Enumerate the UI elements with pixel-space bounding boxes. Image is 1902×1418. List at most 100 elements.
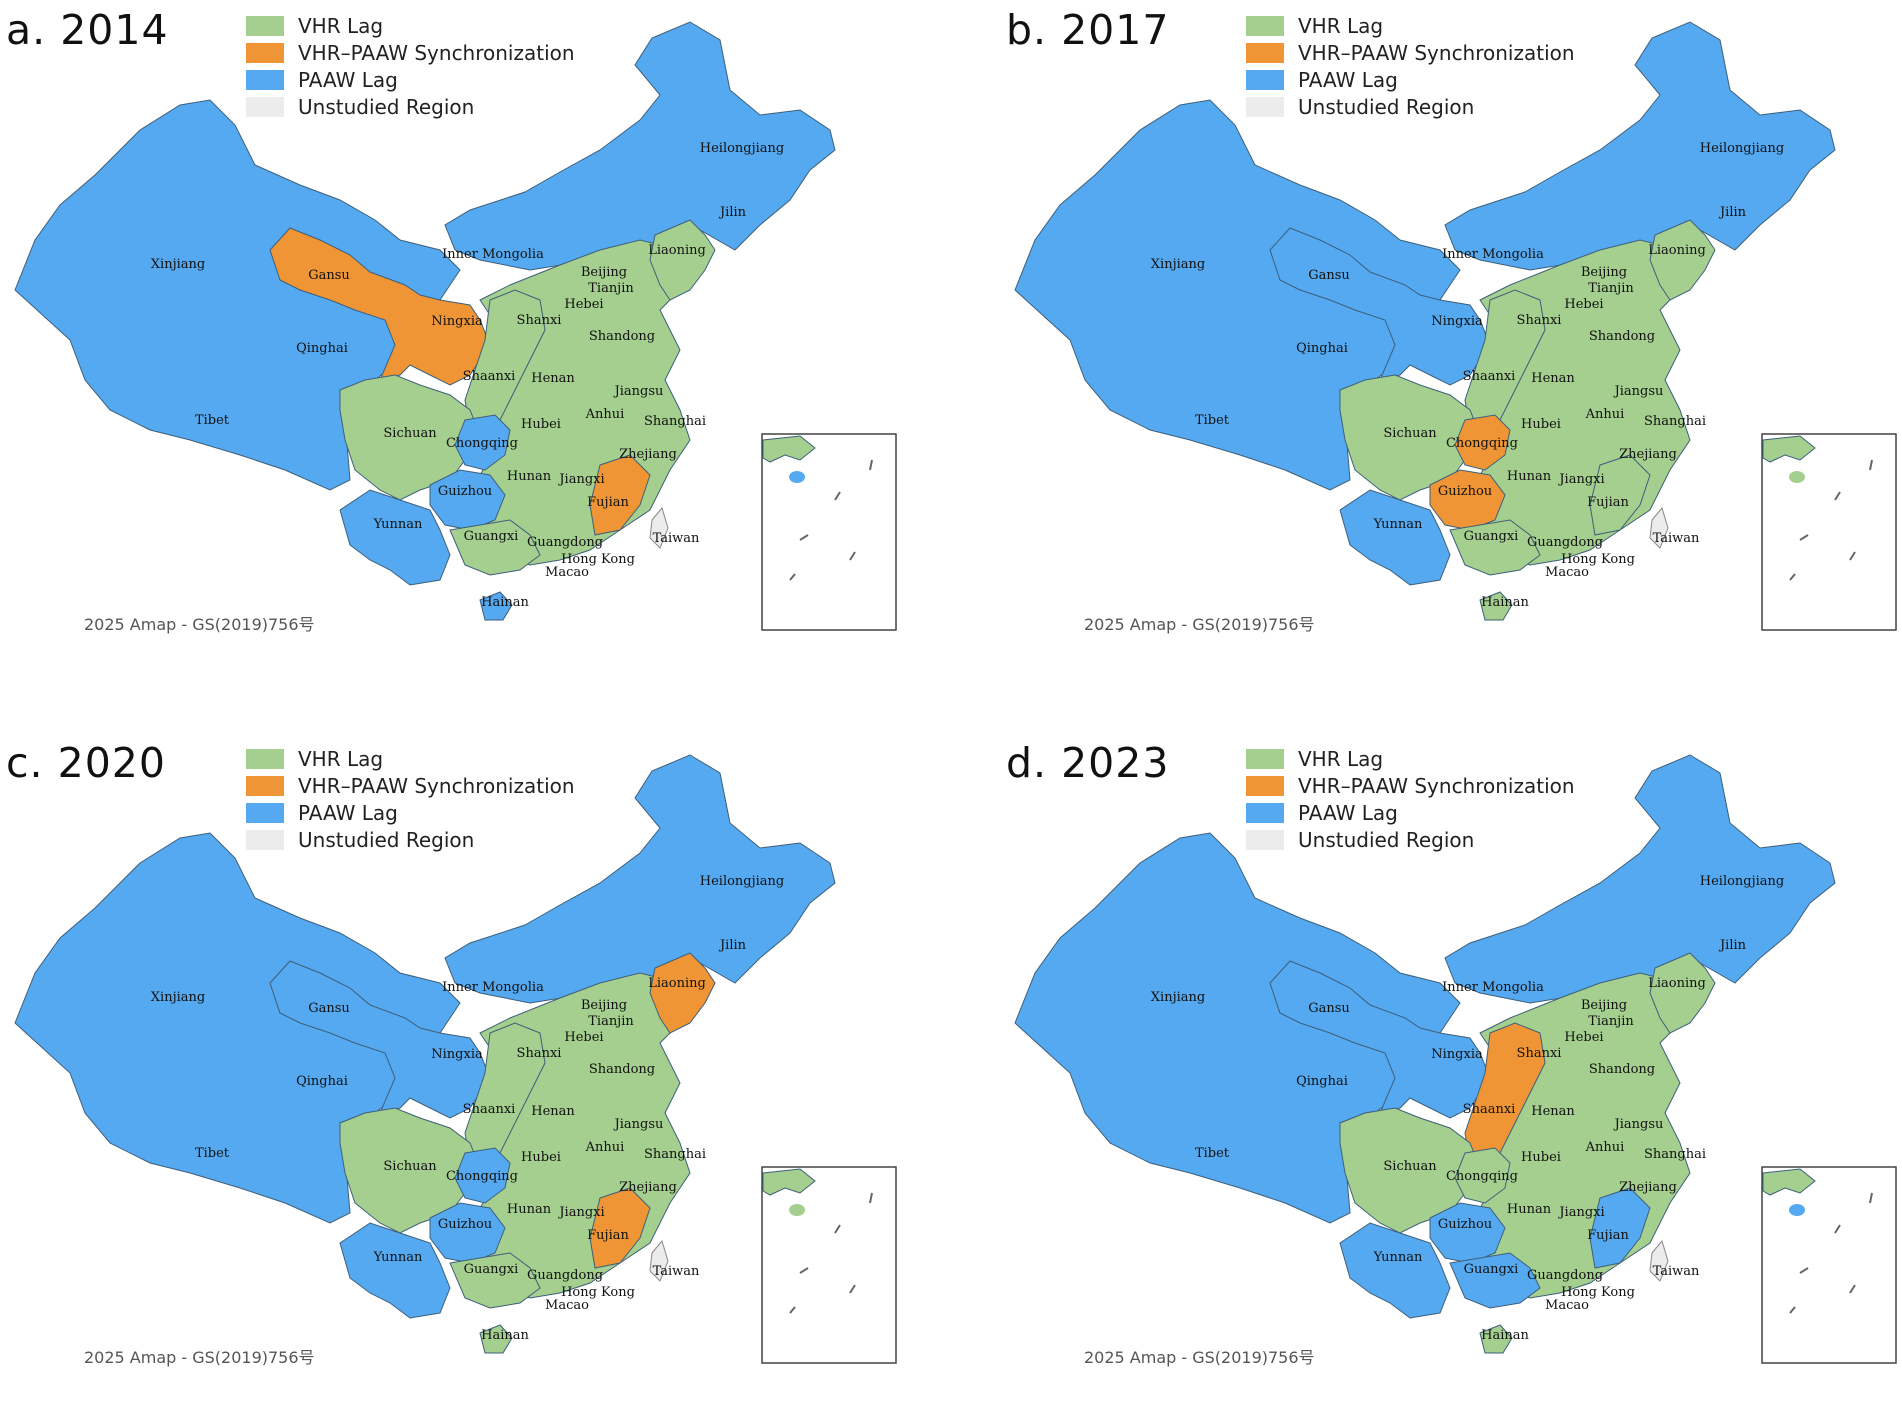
legend-label: VHR–PAAW Synchronization: [1298, 40, 1575, 65]
region-liaoning: [649, 952, 716, 1034]
province-label: Guangdong: [527, 535, 603, 550]
province-label: Ningxia: [1431, 1047, 1483, 1062]
legend: VHR Lag VHR–PAAW Synchronization PAAW Lag U…: [1246, 745, 1575, 853]
province-label: Guizhou: [438, 484, 492, 499]
province-label: Shandong: [1589, 329, 1655, 344]
province-label: Jiangsu: [613, 1117, 664, 1132]
province-label: Hong Kong: [561, 552, 635, 567]
region-liaoning: [649, 219, 716, 301]
china-map: Heilongjiang Jilin Liaoning Inner Mongolia X…: [1014, 21, 1897, 631]
region-taiwan: [1649, 506, 1669, 549]
province-label: Chongqing: [446, 1169, 518, 1184]
legend-item: VHR–PAAW Synchronization: [246, 39, 575, 66]
map-credit: 2025 Amap - GS(2019)756号: [84, 615, 315, 634]
province-label: Shanghai: [1644, 414, 1706, 429]
province-label: Hainan: [1481, 1328, 1529, 1343]
province-label: Hubei: [1521, 1150, 1561, 1165]
province-label: Shanghai: [644, 414, 706, 429]
province-label: Tibet: [1195, 413, 1230, 428]
region-fujian: [1589, 454, 1651, 536]
legend-label: VHR Lag: [1298, 746, 1384, 771]
province-label: Qinghai: [296, 1074, 348, 1089]
province-label: Yunnan: [1373, 517, 1423, 532]
region-chongqing: [1454, 414, 1511, 471]
region-chongqing: [1454, 1147, 1511, 1204]
region-sichuan: [339, 374, 481, 501]
legend-item: Unstudied Region: [246, 93, 575, 120]
province-label: Fujian: [587, 495, 629, 510]
china-map: Heilongjiang Jilin Liaoning Inner Mongolia X…: [14, 754, 897, 1364]
province-label: Hubei: [521, 1150, 561, 1165]
region-north: [444, 21, 836, 271]
inset-island: [1789, 471, 1805, 483]
province-label: Xinjiang: [1151, 990, 1205, 1005]
legend-swatch: [1246, 829, 1284, 850]
legend-item: VHR–PAAW Synchronization: [246, 772, 575, 799]
inset-dash-line: [1849, 1284, 1856, 1294]
inset-dash-line: [849, 1284, 856, 1294]
province-label: Guizhou: [438, 1217, 492, 1232]
legend-item: PAAW Lag: [1246, 799, 1575, 826]
province-label: Xinjiang: [151, 990, 205, 1005]
province-label: Inner Mongolia: [1442, 980, 1544, 995]
province-label: Hebei: [1564, 1030, 1603, 1045]
region-north: [444, 754, 836, 1004]
province-label: Shaanxi: [1463, 1102, 1516, 1117]
legend-swatch: [246, 802, 284, 823]
region-yunnan: [339, 1222, 451, 1319]
province-label: Jilin: [718, 205, 747, 220]
province-label: Chongqing: [1446, 436, 1518, 451]
province-label: Hunan: [1507, 1202, 1552, 1217]
legend-swatch: [1246, 42, 1284, 63]
inset-dash-line: [1869, 1192, 1873, 1204]
map-credit: 2025 Amap - GS(2019)756号: [1084, 615, 1315, 634]
legend-label: Unstudied Region: [298, 827, 475, 852]
province-label: Shanxi: [517, 313, 562, 328]
legend-swatch: [1246, 15, 1284, 36]
region-gansu: [269, 960, 491, 1119]
inset-coast: [1762, 435, 1816, 463]
province-label: Qinghai: [1296, 341, 1348, 356]
province-label: Tianjin: [1588, 281, 1634, 296]
province-label: Tibet: [1195, 1146, 1230, 1161]
province-label: Tianjin: [1588, 1014, 1634, 1029]
legend-label: VHR–PAAW Synchronization: [298, 40, 575, 65]
legend-swatch: [1246, 748, 1284, 769]
inset-dash-line: [869, 459, 873, 471]
province-label: Tibet: [195, 1146, 230, 1161]
province-label: Taiwan: [1653, 1264, 1700, 1279]
region-yunnan: [1339, 489, 1451, 586]
region-guangxi: [449, 519, 541, 576]
province-label: Yunnan: [373, 517, 423, 532]
province-label: Gansu: [308, 1001, 350, 1016]
province-label: Jiangxi: [1557, 1205, 1604, 1220]
province-label: Beijing: [581, 998, 627, 1013]
province-label: Ningxia: [1431, 314, 1483, 329]
province-label: Jilin: [718, 938, 747, 953]
province-label: Anhui: [585, 407, 625, 422]
panel-title: c. 2020: [6, 739, 166, 787]
province-label: Guangdong: [527, 1268, 603, 1283]
province-label: Gansu: [308, 268, 350, 283]
inset-dash-line: [869, 1192, 873, 1204]
province-label: Liaoning: [1648, 243, 1706, 258]
province-label: Shaanxi: [463, 1102, 516, 1117]
province-label: Shanxi: [1517, 313, 1562, 328]
region-fujian: [1589, 1187, 1651, 1269]
panel-title: b. 2017: [1006, 6, 1170, 54]
province-label: Hubei: [1521, 417, 1561, 432]
province-label: Anhui: [1585, 1140, 1625, 1155]
inset-dash-line: [1834, 1224, 1841, 1234]
province-label: Fujian: [587, 1228, 629, 1243]
province-label: Anhui: [1585, 407, 1625, 422]
legend-swatch: [246, 96, 284, 117]
province-label: Ningxia: [431, 1047, 483, 1062]
province-label: Jiangxi: [1557, 472, 1604, 487]
province-label: Liaoning: [648, 976, 706, 991]
province-label: Guangxi: [464, 529, 519, 544]
legend-swatch: [1246, 96, 1284, 117]
legend-item: VHR Lag: [1246, 745, 1575, 772]
province-label: Inner Mongolia: [442, 247, 544, 262]
region-guangxi: [1449, 519, 1541, 576]
region-gansu: [1269, 227, 1491, 386]
